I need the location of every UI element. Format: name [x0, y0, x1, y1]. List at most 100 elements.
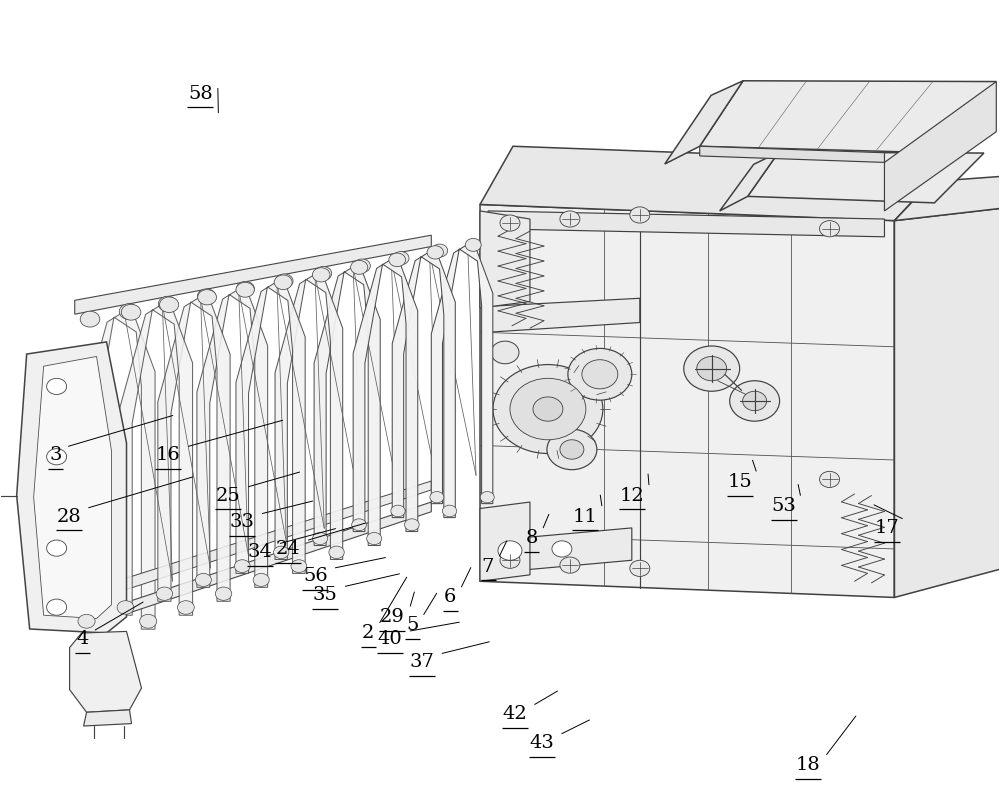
Circle shape	[47, 449, 67, 465]
Circle shape	[493, 364, 603, 454]
Circle shape	[47, 599, 67, 616]
Circle shape	[480, 492, 494, 503]
Circle shape	[684, 346, 740, 391]
Text: 6: 6	[444, 588, 456, 607]
Polygon shape	[480, 502, 530, 582]
Text: 34: 34	[248, 544, 273, 561]
Circle shape	[313, 532, 328, 544]
Polygon shape	[84, 710, 132, 726]
Circle shape	[391, 505, 405, 517]
Text: 28: 28	[56, 508, 81, 526]
Polygon shape	[75, 481, 431, 607]
Circle shape	[312, 267, 330, 282]
Circle shape	[156, 587, 173, 600]
Circle shape	[273, 546, 289, 559]
Circle shape	[315, 266, 332, 280]
Circle shape	[427, 245, 443, 259]
Circle shape	[533, 397, 563, 421]
Circle shape	[195, 573, 211, 586]
Circle shape	[236, 281, 254, 296]
Polygon shape	[34, 356, 112, 619]
Polygon shape	[353, 256, 418, 531]
Polygon shape	[894, 173, 1000, 220]
Circle shape	[510, 378, 586, 440]
Circle shape	[236, 283, 254, 297]
Circle shape	[160, 297, 179, 313]
Polygon shape	[75, 235, 431, 314]
Polygon shape	[314, 263, 380, 545]
Text: 33: 33	[230, 514, 255, 531]
Circle shape	[405, 519, 419, 531]
Circle shape	[560, 440, 584, 459]
Circle shape	[730, 381, 780, 421]
Circle shape	[568, 348, 632, 400]
Circle shape	[198, 290, 217, 305]
Circle shape	[80, 311, 100, 327]
Circle shape	[630, 207, 650, 223]
Circle shape	[47, 378, 67, 394]
Circle shape	[140, 614, 157, 629]
Circle shape	[352, 519, 366, 531]
Circle shape	[560, 211, 580, 227]
Circle shape	[234, 560, 250, 573]
Polygon shape	[894, 208, 1000, 598]
Circle shape	[354, 259, 370, 273]
Circle shape	[498, 541, 522, 561]
Circle shape	[78, 614, 95, 629]
Circle shape	[547, 429, 597, 470]
Circle shape	[630, 561, 650, 577]
Polygon shape	[275, 271, 343, 560]
Text: 15: 15	[727, 473, 752, 491]
Circle shape	[820, 220, 840, 237]
Polygon shape	[894, 163, 949, 598]
Polygon shape	[700, 147, 884, 163]
Polygon shape	[488, 211, 884, 237]
Text: 35: 35	[313, 586, 338, 604]
Text: 58: 58	[188, 85, 213, 103]
Polygon shape	[236, 278, 305, 573]
Text: 7: 7	[482, 558, 494, 576]
Circle shape	[820, 471, 840, 488]
Polygon shape	[480, 204, 894, 598]
Circle shape	[465, 238, 481, 251]
Circle shape	[500, 215, 520, 231]
Text: 56: 56	[303, 568, 328, 586]
Text: 24: 24	[276, 540, 301, 558]
Circle shape	[215, 587, 232, 600]
Text: 5: 5	[406, 616, 418, 634]
Text: 40: 40	[378, 630, 403, 649]
Circle shape	[121, 305, 141, 320]
Circle shape	[430, 492, 444, 503]
Circle shape	[253, 573, 269, 586]
Polygon shape	[665, 81, 743, 164]
Polygon shape	[720, 152, 779, 211]
Circle shape	[500, 552, 520, 569]
Circle shape	[432, 244, 448, 257]
Polygon shape	[158, 292, 230, 601]
Polygon shape	[80, 307, 155, 629]
Text: 16: 16	[156, 446, 181, 464]
Text: 53: 53	[771, 497, 796, 515]
Circle shape	[177, 601, 194, 614]
Text: 11: 11	[573, 508, 597, 526]
Text: 18: 18	[795, 756, 820, 774]
Text: 8: 8	[526, 530, 538, 548]
Polygon shape	[488, 298, 640, 332]
Text: 17: 17	[875, 519, 900, 537]
Circle shape	[158, 296, 177, 312]
Polygon shape	[75, 502, 431, 631]
Circle shape	[491, 341, 519, 364]
Text: 42: 42	[503, 705, 527, 723]
Text: 4: 4	[76, 630, 89, 649]
Polygon shape	[480, 211, 530, 308]
Polygon shape	[884, 82, 996, 211]
Circle shape	[274, 275, 292, 289]
Text: 43: 43	[530, 734, 554, 752]
Text: 37: 37	[410, 653, 435, 671]
Polygon shape	[392, 248, 455, 518]
Circle shape	[367, 532, 382, 544]
Text: 3: 3	[49, 446, 62, 464]
Text: 25: 25	[216, 487, 241, 505]
Polygon shape	[748, 152, 984, 202]
Circle shape	[197, 289, 216, 304]
